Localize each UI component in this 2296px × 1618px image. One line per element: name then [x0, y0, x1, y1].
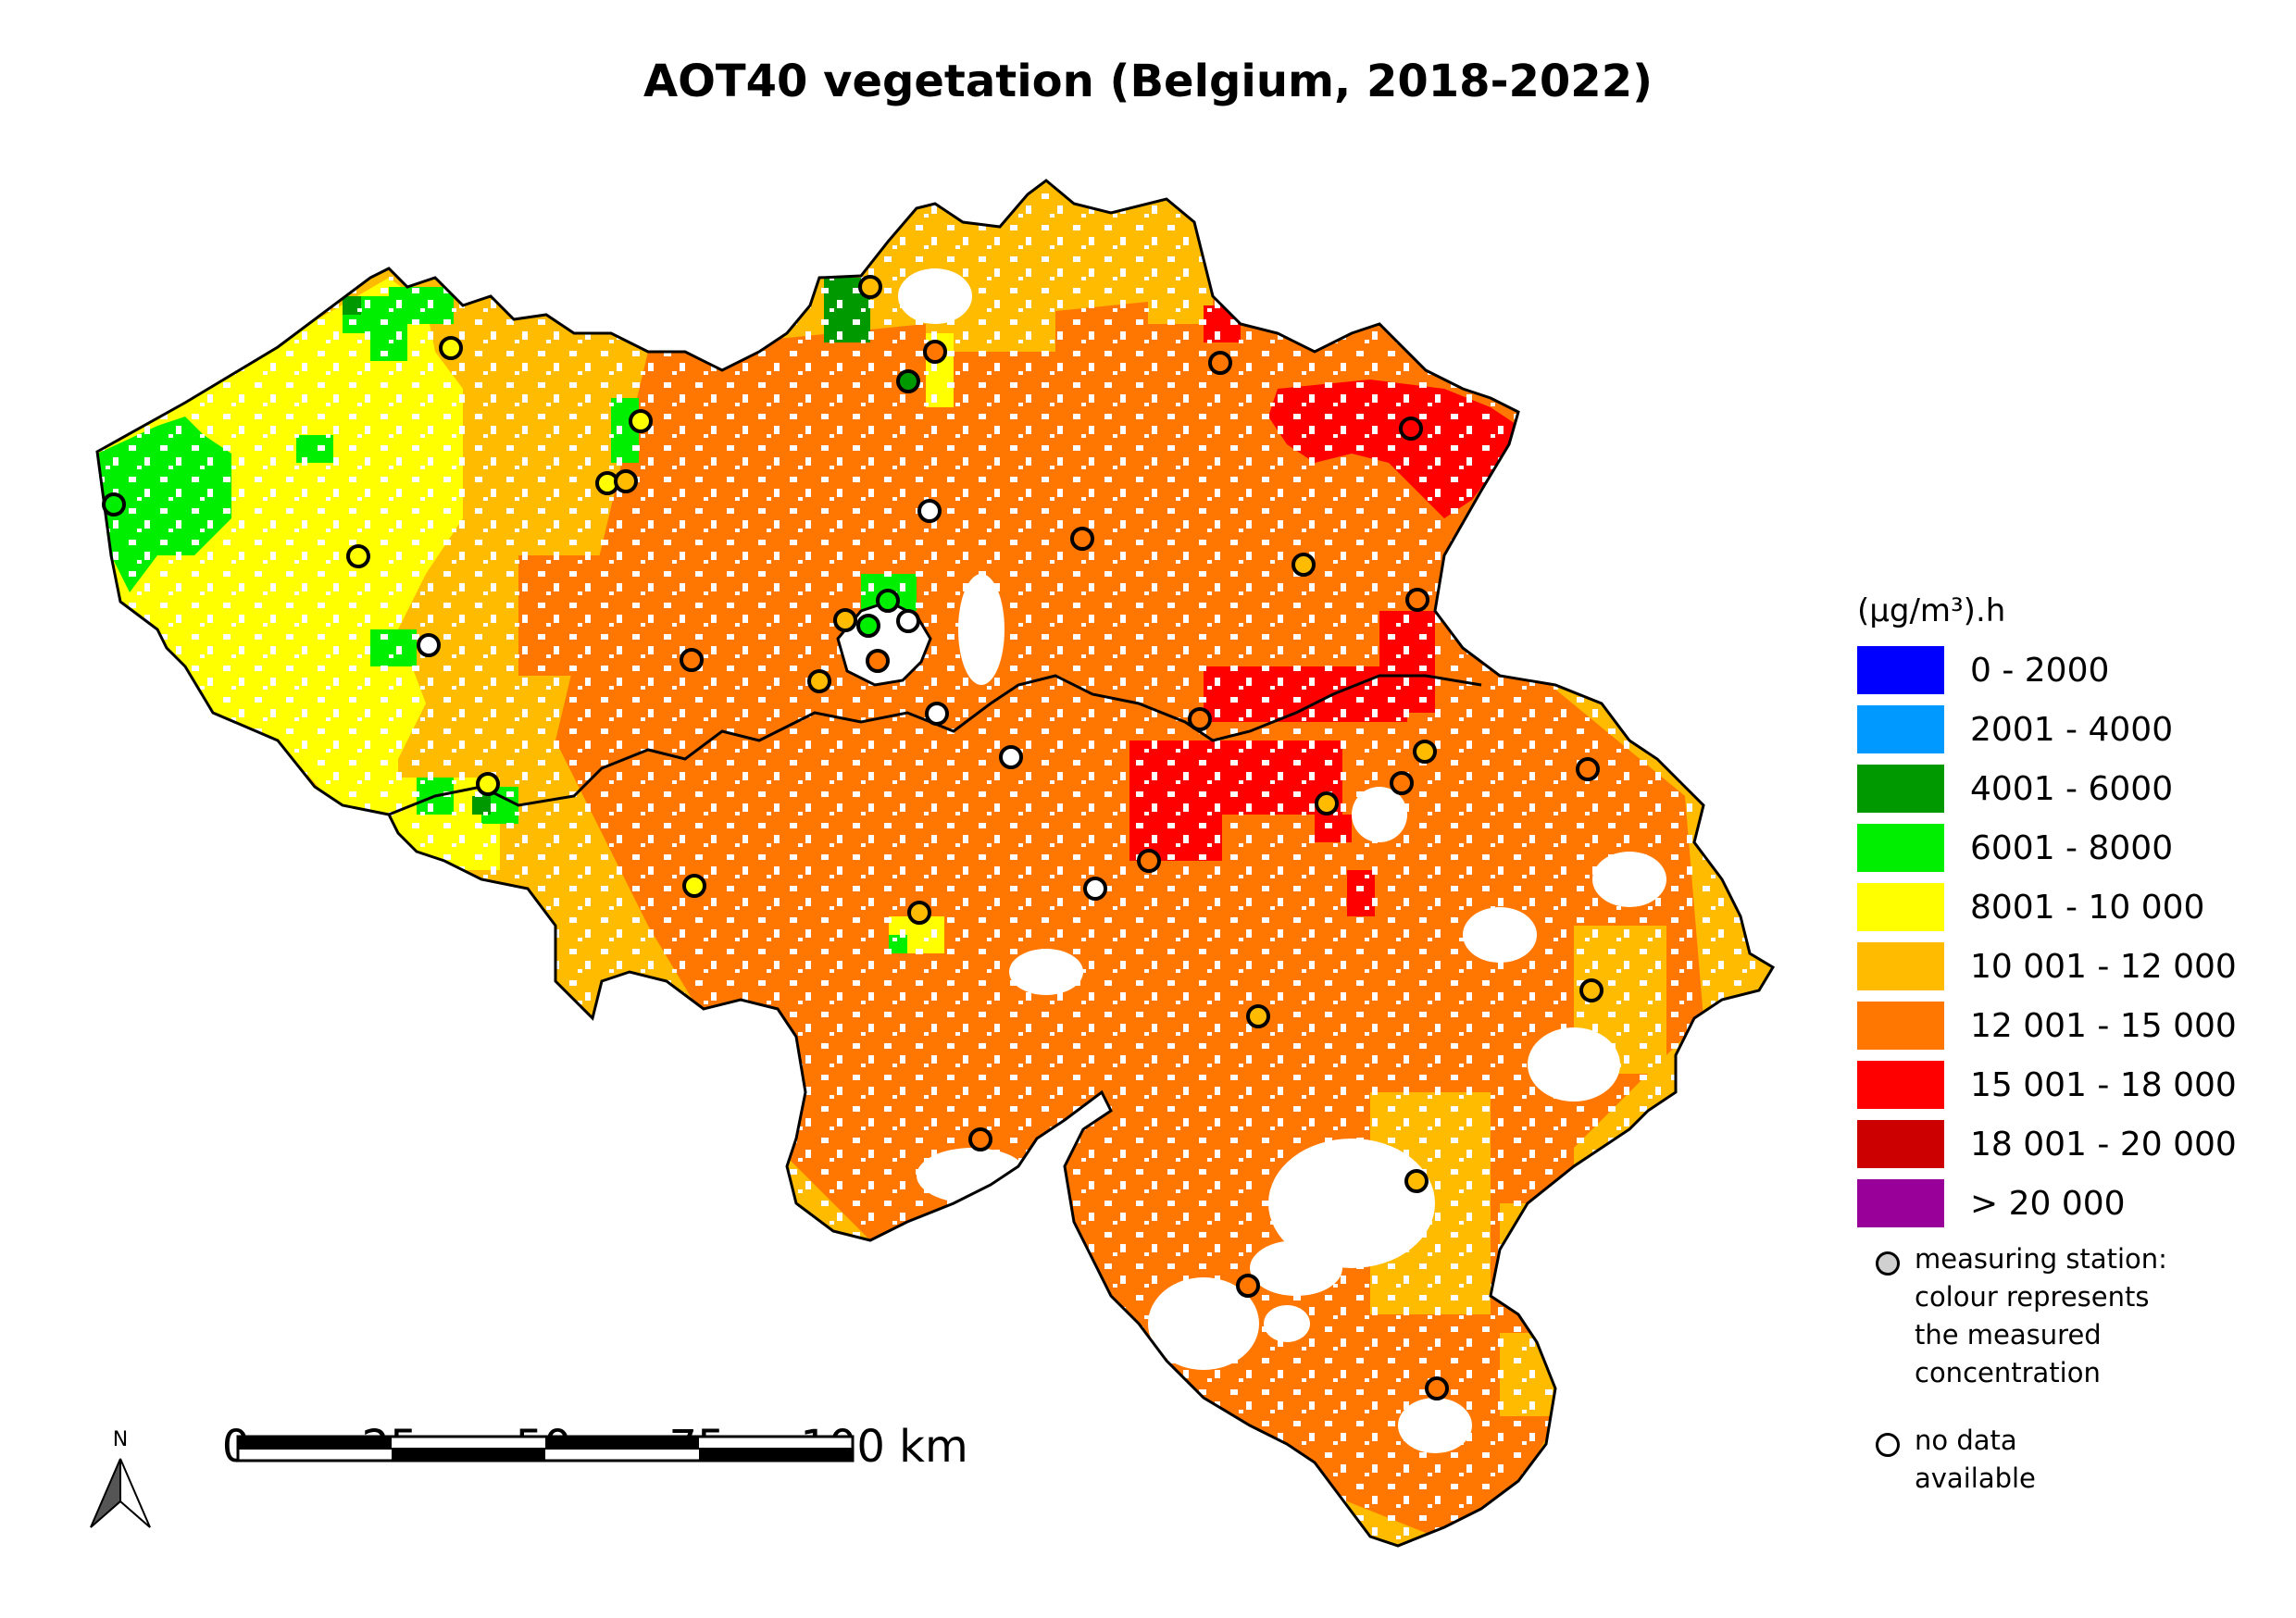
station-marker [807, 669, 831, 693]
station-marker [1208, 351, 1232, 375]
legend-unit: (µg/m³).h [1857, 592, 2006, 629]
station-symbol-icon [1876, 1251, 1900, 1276]
station-marker [476, 772, 500, 796]
legend-swatch [1857, 765, 1944, 813]
station-marker [999, 745, 1023, 769]
north-label: N [113, 1428, 128, 1451]
station-marker [856, 614, 880, 638]
station-marker [907, 901, 931, 925]
legend-swatch [1857, 883, 1944, 931]
legend-swatch [1857, 646, 1944, 694]
legend-item: 18 001 - 20 000 [1857, 1120, 2283, 1168]
legend-item: 12 001 - 15 000 [1857, 1002, 2283, 1050]
station-marker [1579, 978, 1603, 1002]
legend-item: 8001 - 10 000 [1857, 883, 2283, 931]
legend-label: 2001 - 4000 [1970, 711, 2174, 749]
station-note-line: concentration [1915, 1357, 2101, 1388]
station-marker [876, 589, 900, 613]
station-marker [858, 275, 882, 299]
legend-label: 6001 - 8000 [1970, 829, 2174, 867]
station-marker [968, 1127, 992, 1151]
station-marker [439, 336, 463, 360]
region-boundary [388, 674, 1482, 816]
legend-item: 6001 - 8000 [1857, 824, 2283, 872]
station-marker [896, 369, 920, 393]
station-markers [102, 275, 1603, 1400]
legend-item: 4001 - 6000 [1857, 765, 2283, 813]
station-marker [1188, 707, 1212, 731]
station-note-line: the measured [1915, 1319, 2102, 1350]
legend-swatch [1857, 705, 1944, 753]
station-marker [1315, 791, 1339, 815]
legend-label: 0 - 2000 [1970, 652, 2110, 690]
belgium-map [95, 179, 1775, 1548]
concentration-fields [97, 180, 1773, 1546]
station-marker [1246, 1004, 1270, 1028]
station-marker [1390, 771, 1414, 795]
nodata-note-line: available [1915, 1462, 2036, 1494]
nodata-note-line: no data [1915, 1425, 2017, 1456]
scale-bar [236, 1435, 855, 1462]
legend-label: 15 001 - 18 000 [1970, 1066, 2237, 1104]
legend-label: 10 001 - 12 000 [1970, 948, 2237, 986]
station-note: measuring station: colour represents the… [1915, 1240, 2167, 1392]
station-marker [833, 608, 857, 632]
legend-item: 2001 - 4000 [1857, 705, 2283, 753]
legend-swatch [1857, 1120, 1944, 1168]
legend-label: 18 001 - 20 000 [1970, 1126, 2237, 1164]
station-marker [614, 469, 638, 493]
legend-swatch [1857, 942, 1944, 990]
station-marker [1292, 553, 1316, 577]
legend-swatch [1857, 1061, 1944, 1109]
station-marker [102, 492, 126, 517]
station-marker [346, 544, 370, 568]
legend-label: > 20 000 [1970, 1185, 2126, 1223]
station-marker [1404, 1169, 1429, 1193]
station-marker [866, 649, 890, 673]
legend-item: 10 001 - 12 000 [1857, 942, 2283, 990]
station-marker [1083, 877, 1107, 901]
station-marker [1070, 527, 1094, 551]
station-marker [923, 340, 947, 364]
legend-label: 12 001 - 15 000 [1970, 1007, 2237, 1045]
legend-label: 4001 - 6000 [1970, 770, 2174, 808]
station-marker [917, 499, 942, 523]
station-marker [1399, 417, 1423, 441]
station-marker [682, 874, 706, 898]
nodata-note: no data available [1915, 1422, 2036, 1498]
legend-item: 15 001 - 18 000 [1857, 1061, 2283, 1109]
station-marker [1576, 757, 1600, 781]
map-title: AOT40 vegetation (Belgium, 2018-2022) [643, 56, 1653, 107]
legend-swatch [1857, 824, 1944, 872]
no-data-symbol-icon [1876, 1433, 1900, 1457]
station-marker [629, 409, 653, 433]
north-arrow-icon: N [90, 1428, 151, 1528]
station-marker [1405, 588, 1429, 612]
legend-item: 0 - 2000 [1857, 646, 2283, 694]
station-marker [1425, 1376, 1449, 1400]
station-marker [680, 648, 704, 672]
legend-item: > 20 000 [1857, 1179, 2283, 1227]
station-marker [896, 609, 920, 633]
station-note-line: measuring station: [1915, 1243, 2167, 1275]
legend-swatch [1857, 1002, 1944, 1050]
station-marker [417, 633, 441, 657]
station-marker [1413, 740, 1437, 764]
station-note-line: colour represents [1915, 1281, 2150, 1313]
legend-swatch [1857, 1179, 1944, 1227]
station-marker [1236, 1274, 1260, 1298]
station-marker [1137, 849, 1161, 873]
station-marker [925, 702, 949, 726]
legend-label: 8001 - 10 000 [1970, 889, 2205, 927]
